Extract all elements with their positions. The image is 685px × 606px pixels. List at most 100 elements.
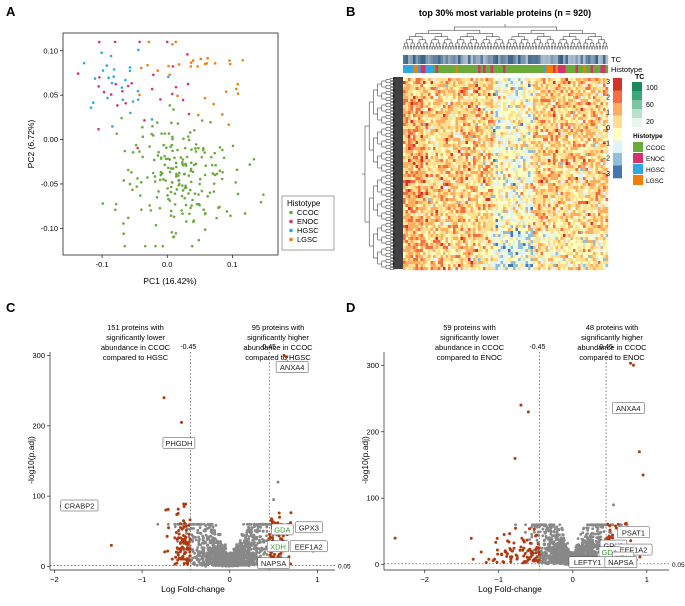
heatmap-cell bbox=[468, 207, 471, 210]
heatmap-cell bbox=[561, 141, 564, 144]
pca-point bbox=[100, 51, 103, 54]
heatmap-cell bbox=[593, 123, 596, 126]
heatmap-cell bbox=[423, 135, 426, 138]
heatmap-cell bbox=[531, 132, 534, 135]
heatmap-cell bbox=[513, 93, 516, 96]
heatmap-cell bbox=[591, 210, 594, 213]
heatmap-cell bbox=[423, 132, 426, 135]
heatmap-cell bbox=[468, 177, 471, 180]
heatmap-cell bbox=[568, 183, 571, 186]
heatmap-cell bbox=[441, 141, 444, 144]
heatmap-cell bbox=[583, 189, 586, 192]
pca-ytick-label: 0.00 bbox=[43, 135, 58, 144]
heatmap-cell bbox=[533, 111, 536, 114]
heatmap-cell bbox=[603, 87, 606, 90]
heatmap-cell bbox=[458, 102, 461, 105]
heatmap-cell bbox=[488, 141, 491, 144]
pca-point bbox=[181, 161, 184, 164]
heatmap-cell bbox=[446, 99, 449, 102]
heatmap-cell bbox=[503, 177, 506, 180]
heatmap-cell bbox=[421, 78, 424, 81]
heatmap-cell bbox=[451, 90, 454, 93]
heatmap-cell bbox=[448, 99, 451, 102]
heatmap-cell bbox=[411, 189, 414, 192]
heatmap-cell bbox=[558, 174, 561, 177]
heatmap-cell bbox=[471, 204, 474, 207]
heatmap-cell bbox=[518, 201, 521, 204]
heatmap-cell bbox=[443, 111, 446, 114]
heatmap-cell bbox=[448, 93, 451, 96]
heatmap-cell bbox=[556, 129, 559, 132]
heatmap-cell bbox=[491, 168, 494, 171]
heatmap-cell bbox=[408, 129, 411, 132]
heatmap-cell bbox=[523, 174, 526, 177]
heatmap-cell bbox=[483, 120, 486, 123]
heatmap-cell bbox=[478, 132, 481, 135]
heatmap-cell bbox=[488, 78, 491, 81]
heatmap-cell bbox=[431, 159, 434, 162]
heatmap-cell bbox=[568, 177, 571, 180]
heatmap-cell bbox=[496, 171, 499, 174]
heatmap-cell bbox=[453, 126, 456, 129]
heatmap-cell bbox=[503, 171, 506, 174]
heatmap-cell bbox=[601, 105, 604, 108]
annotation-cell-tc bbox=[533, 55, 536, 64]
heatmap-cell bbox=[471, 156, 474, 159]
heatmap-cell bbox=[531, 147, 534, 150]
heatmap-cell bbox=[453, 99, 456, 102]
heatmap-cell bbox=[518, 162, 521, 165]
heatmap-cell bbox=[408, 84, 411, 87]
heatmap-cell bbox=[501, 141, 504, 144]
heatmap-cell bbox=[563, 180, 566, 183]
heatmap-cell bbox=[518, 138, 521, 141]
heatmap-cell bbox=[478, 180, 481, 183]
heatmap-cell bbox=[413, 144, 416, 147]
heatmap-cell bbox=[573, 87, 576, 90]
heatmap-cell bbox=[596, 186, 599, 189]
heatmap-cell bbox=[508, 126, 511, 129]
heatmap-cell bbox=[516, 153, 519, 156]
heatmap-cell bbox=[471, 213, 474, 216]
pca-point bbox=[148, 41, 151, 44]
heatmap-cell bbox=[423, 141, 426, 144]
heatmap-cell bbox=[483, 93, 486, 96]
annotation-cell-tc bbox=[476, 55, 479, 64]
heatmap-cell bbox=[578, 162, 581, 165]
heatmap-cell bbox=[503, 114, 506, 117]
heatmap-cell bbox=[578, 177, 581, 180]
heatmap-cell bbox=[481, 108, 484, 111]
heatmap-cell bbox=[563, 150, 566, 153]
heatmap-cell bbox=[591, 135, 594, 138]
heatmap-cell bbox=[436, 111, 439, 114]
heatmap-cell bbox=[486, 150, 489, 153]
heatmap-cell bbox=[468, 93, 471, 96]
heatmap-cell bbox=[601, 201, 604, 204]
pca-point bbox=[235, 88, 238, 91]
heatmap-cell bbox=[426, 147, 429, 150]
heatmap-cell bbox=[533, 180, 536, 183]
heatmap-cell bbox=[591, 186, 594, 189]
heatmap-cell bbox=[418, 147, 421, 150]
heatmap-cell bbox=[438, 135, 441, 138]
heatmap-cell bbox=[566, 147, 569, 150]
heatmap-cell bbox=[528, 120, 531, 123]
heatmap-cell bbox=[468, 156, 471, 159]
heatmap-cell bbox=[526, 153, 529, 156]
heatmap-cell bbox=[411, 87, 414, 90]
pca-point bbox=[228, 59, 231, 62]
heatmap-cell bbox=[438, 183, 441, 186]
heatmap-cell bbox=[491, 150, 494, 153]
heatmap-cell bbox=[443, 96, 446, 99]
heatmap-cell bbox=[536, 102, 539, 105]
heatmap-cell bbox=[506, 198, 509, 201]
heatmap-cell bbox=[551, 180, 554, 183]
heatmap-cell bbox=[408, 93, 411, 96]
heatmap-cell bbox=[581, 210, 584, 213]
heatmap-cell bbox=[413, 162, 416, 165]
heatmap-cell bbox=[548, 147, 551, 150]
heatmap-cell bbox=[578, 150, 581, 153]
heatmap-cell bbox=[446, 84, 449, 87]
heatmap-cell bbox=[528, 132, 531, 135]
heatmap-cell bbox=[586, 99, 589, 102]
pca-point bbox=[127, 217, 130, 220]
